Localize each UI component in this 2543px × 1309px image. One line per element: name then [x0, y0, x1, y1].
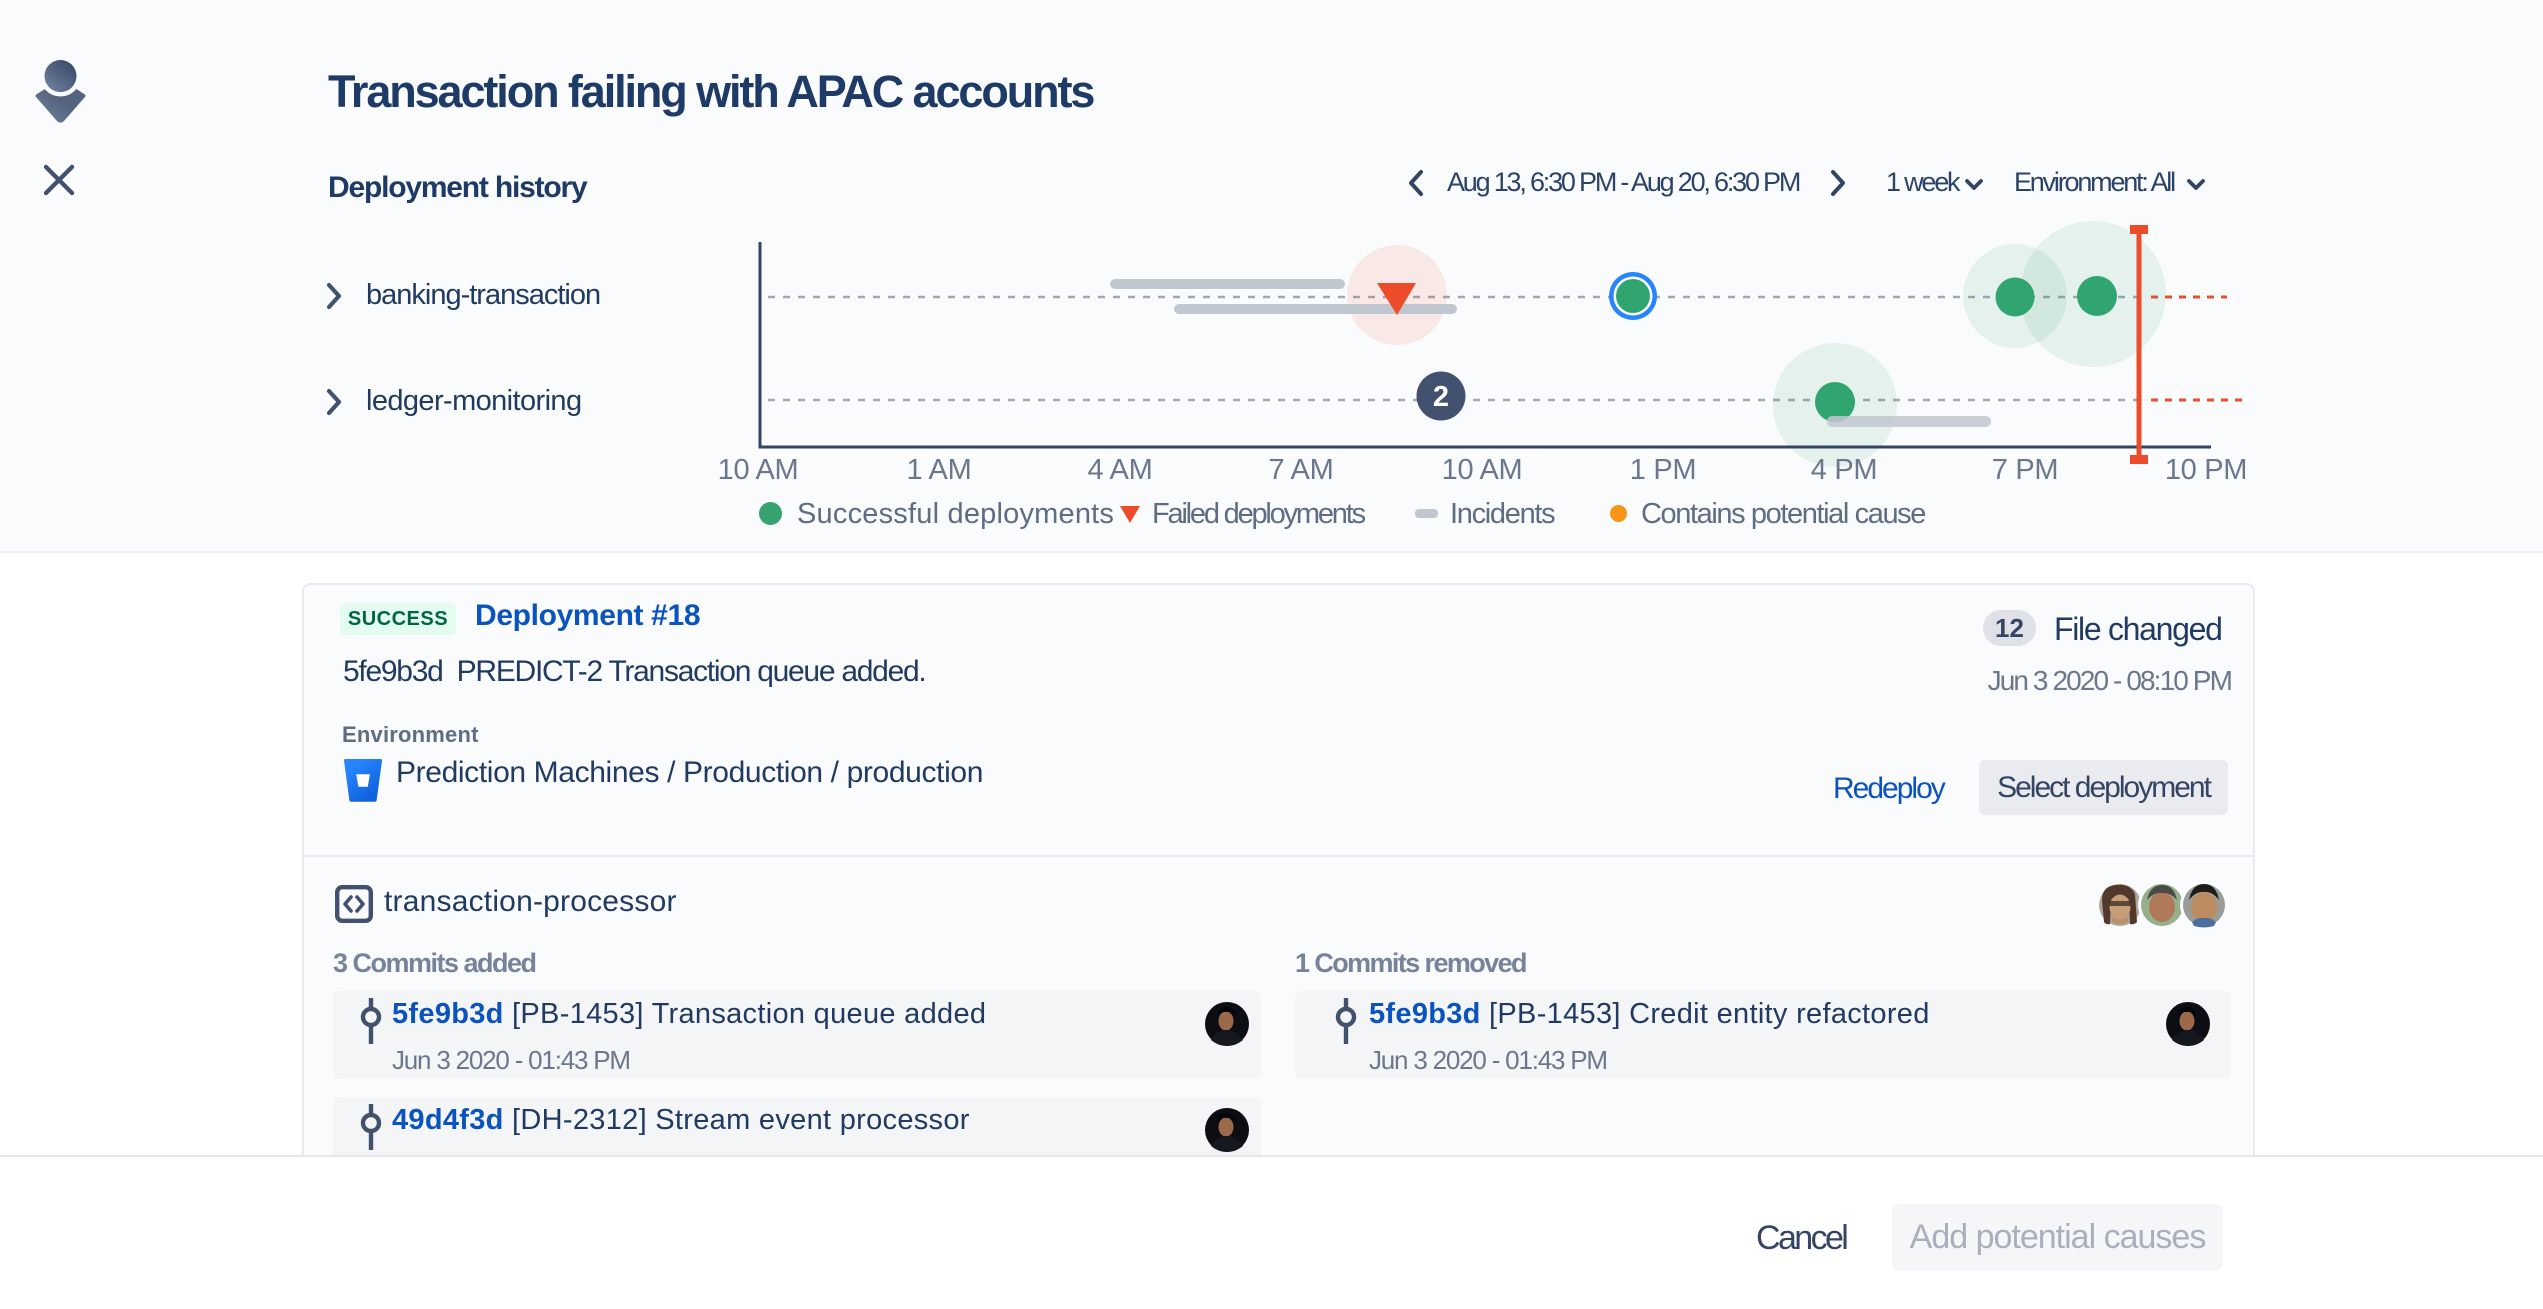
svg-text:2: 2: [1433, 381, 1449, 413]
